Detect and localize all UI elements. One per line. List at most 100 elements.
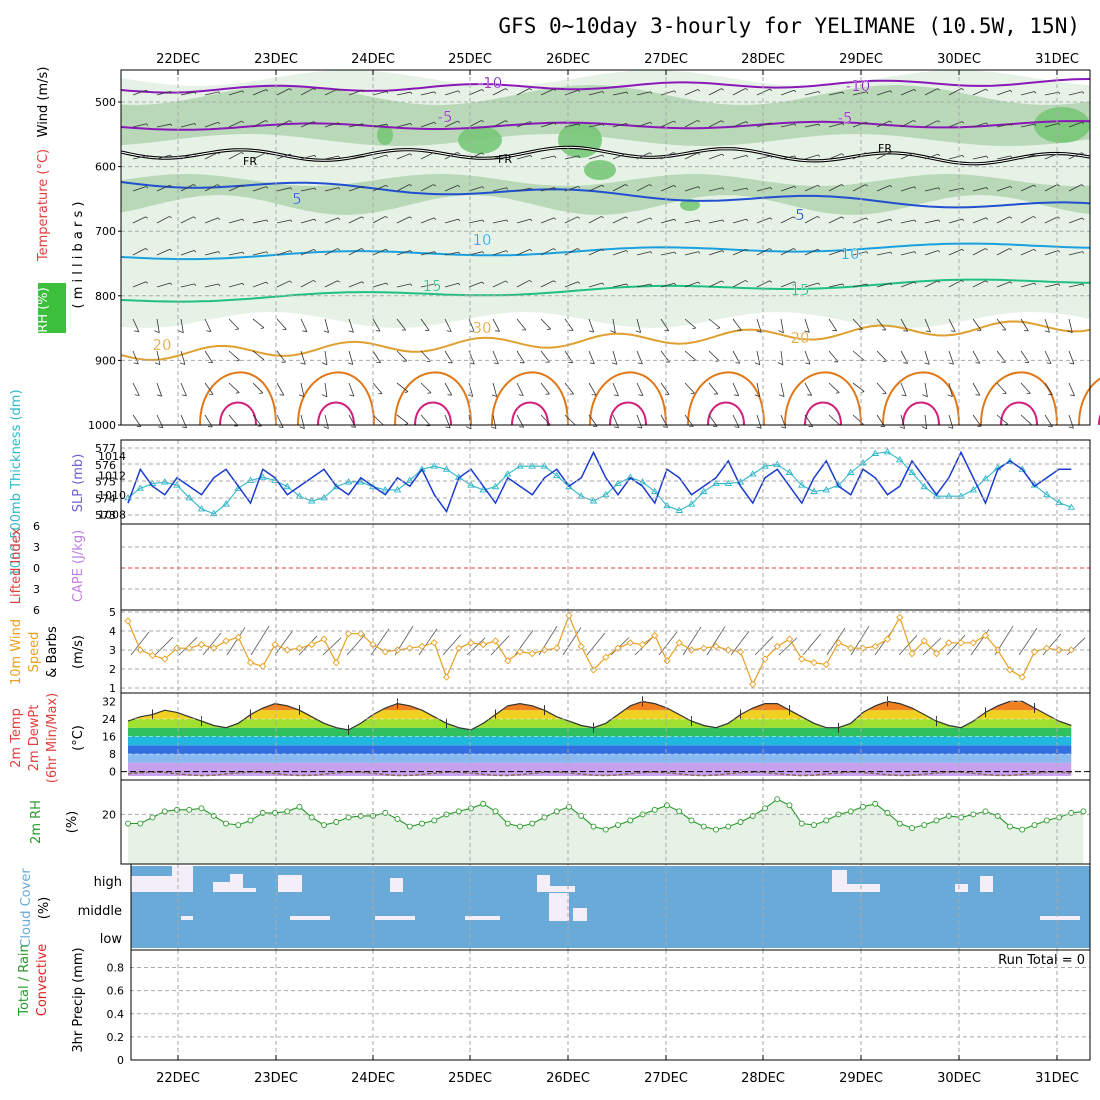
wind-barb — [780, 318, 784, 333]
wind-barb — [516, 382, 524, 396]
wind-barb — [1044, 318, 1050, 333]
wind-barb — [972, 350, 981, 364]
rh2m-point — [1043, 817, 1050, 824]
wind-barb — [684, 382, 695, 394]
wind-barb-flag — [1082, 91, 1085, 94]
wind-barb — [660, 90, 675, 96]
wind-barb-flag — [1010, 155, 1013, 158]
wind-barb — [252, 186, 267, 192]
rh2m-point — [419, 820, 425, 827]
wind-barb — [396, 414, 409, 424]
temp-tick-label: 0 — [109, 766, 116, 779]
wind-barb-flag — [145, 89, 149, 93]
wind-barb-flag — [794, 155, 797, 158]
wind-barb — [444, 120, 458, 128]
wind-barb — [612, 350, 618, 365]
wind-barb-flag — [577, 248, 580, 251]
rh2m-point — [541, 814, 548, 821]
isotherm-25-arch — [491, 371, 569, 426]
contour-label: FR — [243, 155, 257, 168]
wind-barb — [804, 248, 818, 256]
wind-barb-flag — [217, 152, 220, 155]
wind-barb-flag — [1009, 90, 1013, 93]
wind10m-point — [320, 635, 328, 643]
isotherm-25-arch — [1078, 377, 1100, 426]
contour-label: -10 — [846, 77, 871, 95]
wind-barb — [564, 89, 579, 96]
wind-barb-flag — [1068, 426, 1074, 429]
wind-barb — [564, 414, 576, 426]
wind-barb — [732, 318, 742, 331]
wind-barb-flag — [362, 123, 365, 126]
wind-barb-flag — [925, 330, 931, 333]
wind-barb-flag — [146, 155, 149, 158]
rh2m-point — [590, 823, 597, 830]
wind-barb — [588, 350, 595, 365]
wind-barb — [756, 318, 762, 333]
wind-barb-flag — [181, 394, 187, 397]
wind-barb-flag — [610, 330, 616, 334]
rh-axis-label: RH (%) — [36, 287, 51, 332]
wind-barb-flag — [506, 219, 509, 223]
wind-barb-flag — [937, 88, 940, 91]
wind-barb — [828, 414, 840, 425]
wind-barb-flag — [298, 394, 305, 398]
wind-barb-flag — [793, 90, 797, 93]
wind-barb-flag — [817, 184, 821, 188]
temp-tick-label: 32 — [102, 695, 116, 708]
wind-barb — [612, 123, 627, 128]
wind-barb — [252, 152, 266, 160]
wind-barb — [1068, 184, 1082, 192]
wind-barb-flag — [482, 251, 485, 254]
wind-barb-flag — [194, 283, 197, 286]
wind-barb-flag — [602, 282, 605, 286]
wind-barb-flag — [835, 392, 840, 394]
wind-barb-flag — [158, 426, 164, 429]
rh2m-point — [480, 800, 487, 807]
wind-barb-flag — [649, 152, 652, 155]
temp-color-band — [128, 736, 1072, 746]
date-label-top: 27DEC — [644, 52, 688, 67]
wind10m-point — [724, 646, 732, 654]
rh2m-point — [615, 822, 621, 828]
wind-barb — [612, 318, 616, 333]
wind-barb-flag — [385, 248, 389, 252]
wind-barb-flag — [804, 330, 810, 333]
wind-barb — [420, 184, 434, 192]
wind-barb — [276, 318, 287, 330]
wind-barb-flag — [865, 184, 868, 187]
wind-barb — [276, 219, 291, 224]
wind-barb — [204, 152, 218, 160]
wind-barb-flag — [769, 217, 773, 220]
wind-barb — [276, 88, 290, 96]
date-label-top: 22DEC — [156, 52, 200, 67]
wind-barb-flag — [338, 155, 341, 159]
wind-barb — [756, 248, 770, 256]
wind-barb-flag — [433, 217, 437, 220]
wind-barb-flag — [721, 120, 724, 123]
thickness-point — [1006, 457, 1014, 464]
wind-barb-flag — [265, 152, 269, 155]
wind-barb-flag — [817, 248, 821, 252]
rh2m-point — [455, 808, 462, 815]
wind-barb-flag — [903, 330, 908, 332]
rh2m-point — [468, 805, 474, 812]
wind10m-barb — [658, 631, 678, 656]
wind-barb-flag — [530, 218, 533, 222]
thickness-point — [516, 462, 524, 469]
wind-barb — [300, 382, 305, 397]
wind-barb — [996, 89, 1011, 96]
precip-unit-label: 3hr Precip (mm) — [71, 947, 86, 1052]
wind-barb — [804, 184, 818, 192]
wind-barb-flag — [962, 218, 965, 222]
wind-barb-flag — [1069, 394, 1075, 397]
wind-barb-flag — [841, 184, 844, 187]
wind-barb-flag — [841, 250, 845, 253]
wind-barb — [468, 152, 482, 160]
wind-barb — [852, 217, 867, 224]
wind-barb-flag — [612, 362, 618, 365]
wind-barb — [756, 414, 762, 429]
wind10m-barb — [586, 632, 606, 656]
thickness-point — [589, 497, 598, 504]
wind-barb-flag — [794, 123, 797, 126]
